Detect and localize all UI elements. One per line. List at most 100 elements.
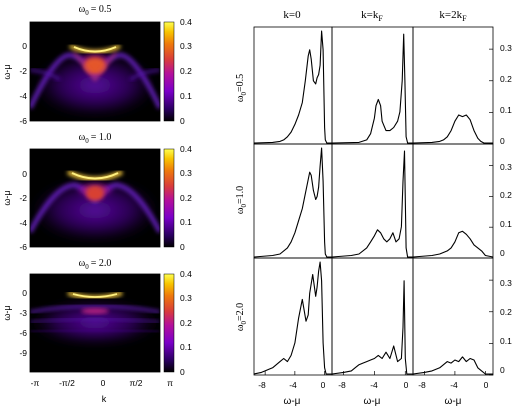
heatmap-2-cb-tick-0: 0.4: [180, 144, 192, 154]
xtick-c2-1: -4: [370, 380, 378, 390]
heatmap-3-cb-tick-3: 0.1: [180, 342, 192, 352]
heatmap-3-ytick-0: 0: [22, 288, 27, 298]
xtick-c2-0: -8: [338, 380, 346, 390]
heatmap-3-xticks: -π -π/2 0 π/2 π: [31, 378, 173, 388]
xtick-c3-2: 0: [484, 380, 489, 390]
heatmap-3-image: [30, 274, 160, 372]
right-ytick-r1-0: 0.3: [500, 43, 512, 53]
heatmap-2-yticks: 0 -2 -4 -6: [19, 169, 27, 252]
heatmap-1-cb-tick-1: 0.3: [180, 41, 192, 51]
heatmap-3-colorbar-ticks: 0.4 0.3 0.2 0.1 0: [180, 269, 192, 377]
heatmap-1-yticks: 0 -2 -4 -6: [19, 41, 27, 126]
row-labels: ω0=0.5 ω0=1.0 ω0=2.0: [235, 74, 248, 331]
xlabel-c3: ω-μ: [445, 396, 462, 407]
spectral-curve-r1-c1: [253, 30, 332, 144]
heatmap-3-ylabel: ω-μ: [2, 305, 12, 320]
heatmap-1-cb-tick-0: 0.4: [180, 17, 192, 27]
spectral-panel-r2-c2: [331, 143, 414, 259]
heatmap-3-ytick-1: -3: [19, 308, 27, 318]
column-title-kf: k=kF: [361, 9, 383, 23]
heatmap-1-ytick-0: 0: [22, 41, 27, 51]
heatmap-3-colorbar: [163, 273, 175, 373]
heatmap-2-image: [30, 149, 160, 247]
right-ytick-r1-3: 0: [500, 136, 505, 146]
heatmap-3-xtick-3: π/2: [130, 378, 143, 388]
spectral-curve-r2-c2: [331, 150, 413, 258]
heatmap-1-colorbar-ticks: 0.4 0.3 0.2 0.1 0: [180, 17, 192, 126]
right-xticks: -8 -4 0 -8 -4 0 -8 -4 0: [258, 380, 488, 390]
spectral-panel-r1-c1: [253, 26, 333, 145]
heatmap-3-ytick-3: -9: [19, 348, 27, 358]
heatmap-2-ytick-1: -2: [19, 193, 27, 203]
xlabel-c2: ω-μ: [364, 396, 381, 407]
heatmap-3-cb-tick-2: 0.2: [180, 318, 192, 328]
xtick-c3-0: -8: [418, 380, 426, 390]
heatmap-2-colorbar-ticks: 0.4 0.3 0.2 0.1 0: [180, 144, 192, 252]
spectral-curve-r3-c3: [412, 356, 493, 375]
heatmap-2-cb-tick-4: 0: [180, 242, 185, 252]
heatmap-panel-1: ω0 = 0.5 ω-μ 0 -2 -4 -6 0.4 0.3 0.2 0.1 0: [2, 4, 192, 126]
heatmap-3-xtick-4: π: [167, 378, 173, 388]
heatmap-panel-3: ω0 = 2.0 ω-μ 0 -3 -6 -9 -π -π/2 0 π/2 π k: [2, 258, 192, 404]
heatmap-2-ytick-0: 0: [22, 169, 27, 179]
spectral-curve-r2-c3: [412, 230, 494, 258]
heatmap-2-cb-tick-1: 0.3: [180, 168, 192, 178]
heatmap-1-colorbar: [163, 21, 175, 122]
spectral-curve-r2-c1: [253, 147, 332, 258]
xtick-c1-0: -8: [258, 380, 266, 390]
spectral-panels: [253, 26, 494, 376]
heatmap-3-xtick-1: -π/2: [59, 378, 75, 388]
spectral-panel-r3-c3: [412, 257, 494, 376]
heatmap-1-title: ω0 = 0.5: [79, 4, 112, 17]
heatmap-1-cb-tick-3: 0.1: [180, 91, 192, 101]
heatmap-panel-2: ω0 = 1.0 ω-μ 0 -2 -4 -6 0.4 0.3 0.2 0.1 0: [2, 132, 192, 252]
spectral-curve-r1-c2: [331, 33, 413, 144]
right-ytick-r3-0: 0.3: [500, 278, 512, 288]
xlabel-c1: ω-μ: [284, 396, 301, 407]
heatmap-1-ytick-1: -2: [19, 66, 27, 76]
spectral-curve-r3-c1: [253, 261, 332, 375]
heatmap-2-cb-tick-2: 0.2: [180, 193, 192, 203]
heatmap-3-ytick-2: -6: [19, 328, 27, 338]
heatmap-1-ylabel: ω-μ: [2, 64, 12, 79]
spectral-panel-r3-c2: [331, 257, 414, 376]
right-ytick-r2-3: 0: [500, 248, 505, 258]
heatmap-3-xtick-0: -π: [31, 378, 40, 388]
heatmap-2-ylabel: ω-μ: [2, 190, 12, 205]
row-label-2: ω0=1.0: [235, 186, 248, 214]
heatmap-3-xlabel: k: [102, 394, 107, 404]
right-ytick-r1-2: 0.1: [500, 105, 512, 115]
xtick-c2-2: 0: [404, 380, 409, 390]
column-title-k0: k=0: [283, 9, 301, 21]
right-ytick-r3-2: 0.1: [500, 336, 512, 346]
right-ytick-r1-1: 0.2: [500, 74, 512, 84]
heatmap-3-cb-tick-4: 0: [180, 367, 185, 377]
row-label-1: ω0=0.5: [235, 74, 248, 102]
spectral-panel-r2-c3: [412, 143, 494, 259]
heatmap-3-cb-tick-0: 0.4: [180, 269, 192, 279]
heatmap-2-title: ω0 = 1.0: [79, 132, 112, 145]
heatmap-2-colorbar: [163, 148, 175, 248]
heatmap-2-cb-tick-3: 0.1: [180, 217, 192, 227]
spectral-curve-r1-c3: [412, 114, 493, 144]
heatmap-3-cb-tick-1: 0.3: [180, 293, 192, 303]
heatmap-2-ytick-2: -4: [19, 218, 27, 228]
heatmap-3-xtick-2: 0: [101, 378, 106, 388]
heatmap-3-yticks: 0 -3 -6 -9: [19, 288, 27, 358]
spectral-grid: k=0 k=kF k=2kF ω0=0.5 ω0=1.0 ω0=2.0 0.3 …: [235, 9, 512, 407]
right-ytick-r3-1: 0.2: [500, 307, 512, 317]
xtick-c1-2: 0: [321, 380, 326, 390]
right-ytick-r2-1: 0.2: [500, 190, 512, 200]
row-label-3: ω0=2.0: [235, 303, 248, 331]
right-xlabels: ω-μ ω-μ ω-μ: [284, 396, 462, 407]
heatmap-2-ytick-3: -6: [19, 242, 27, 252]
xtick-c1-1: -4: [289, 380, 297, 390]
column-title-2kf: k=2kF: [439, 9, 467, 23]
heatmap-1-ytick-3: -6: [19, 116, 27, 126]
right-ytick-r3-3: 0: [500, 365, 505, 375]
heatmap-3-title: ω0 = 2.0: [79, 258, 112, 271]
xtick-c3-1: -4: [450, 380, 458, 390]
right-yticks: 0.3 0.2 0.1 0 0.3 0.2 0.1 0 0.3 0.2 0.1 …: [500, 43, 512, 375]
column-titles: k=0 k=kF k=2kF: [283, 9, 467, 23]
